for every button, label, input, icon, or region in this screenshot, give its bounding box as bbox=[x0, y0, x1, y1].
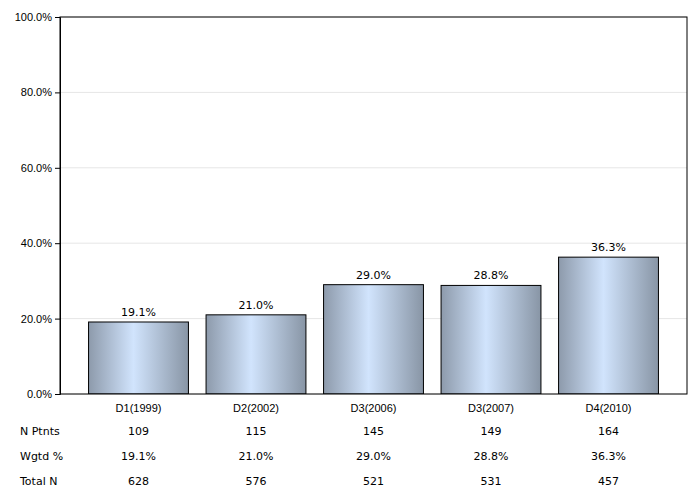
plot-frame bbox=[60, 17, 687, 394]
table-cell: 576 bbox=[245, 475, 266, 488]
grid-line bbox=[60, 92, 687, 93]
table-cell: 21.0% bbox=[239, 450, 274, 463]
row-label: Total N bbox=[19, 475, 57, 488]
tick-mark bbox=[55, 319, 60, 320]
tick: 20.0% bbox=[21, 313, 60, 325]
table-cell: 521 bbox=[363, 475, 384, 488]
chart: 0.0% 20.0% 40.0% 60.0% 80.0% 100.0% D1(1999) D2… bbox=[0, 0, 700, 500]
table-cell: 115 bbox=[245, 425, 266, 438]
data-label: 21.0% bbox=[239, 299, 274, 312]
bar bbox=[441, 285, 541, 394]
grid bbox=[60, 17, 687, 394]
data-label: 28.8% bbox=[474, 269, 509, 282]
table-cell: 628 bbox=[128, 475, 149, 488]
tick: 100.0% bbox=[15, 11, 60, 23]
table-cell: 28.8% bbox=[474, 450, 509, 463]
tick-label: 20.0% bbox=[21, 313, 52, 325]
tick-mark bbox=[55, 92, 60, 93]
row-label: Wgtd % bbox=[20, 450, 63, 463]
axis-line bbox=[55, 18, 61, 395]
tick-label: D4(2010) bbox=[586, 402, 632, 414]
row-label: N Ptnts bbox=[20, 425, 60, 438]
tick: 80.0% bbox=[21, 86, 60, 98]
tick: D3(2007) bbox=[468, 402, 514, 414]
tick-label: 100.0% bbox=[15, 11, 53, 23]
table-cell: 29.0% bbox=[356, 450, 391, 463]
tick-label: 40.0% bbox=[21, 237, 52, 249]
tick: 0.0% bbox=[27, 388, 60, 400]
table-cell: 36.3% bbox=[591, 450, 626, 463]
y-axis: 0.0% 20.0% 40.0% 60.0% 80.0% 100.0% bbox=[15, 11, 61, 400]
tick: 40.0% bbox=[21, 237, 60, 249]
tick: D4(2010) bbox=[586, 402, 632, 414]
tick-label: D1(1999) bbox=[116, 402, 162, 414]
tick-mark bbox=[55, 168, 60, 169]
tick-label: D3(2007) bbox=[468, 402, 514, 414]
tick: D1(1999) bbox=[116, 402, 162, 414]
table-cell: 19.1% bbox=[121, 450, 156, 463]
data-label: 19.1% bbox=[121, 306, 156, 319]
tick-label: 60.0% bbox=[21, 162, 52, 174]
tick-label: D2(2002) bbox=[233, 402, 279, 414]
table: N Ptnts 109 115 145 149 164 Wgtd % 19.1% 21.0% 29… bbox=[19, 425, 626, 488]
bar bbox=[559, 257, 659, 394]
bar bbox=[324, 285, 424, 394]
bar bbox=[206, 315, 306, 394]
tick-label: 0.0% bbox=[27, 388, 52, 400]
table-cell: 531 bbox=[481, 475, 502, 488]
tick-mark bbox=[55, 394, 60, 395]
tick: D3(2006) bbox=[351, 402, 397, 414]
data-labels: 19.1% 21.0% 29.0% 28.8% 36.3% bbox=[121, 241, 626, 319]
x-axis: D1(1999) D2(2002) D3(2006) D3(2007) D4(2010) bbox=[116, 402, 632, 414]
table-cell: 109 bbox=[128, 425, 149, 438]
tick-label: 80.0% bbox=[21, 86, 52, 98]
tick-mark bbox=[55, 17, 60, 18]
tick: 60.0% bbox=[21, 162, 60, 174]
bars bbox=[89, 257, 659, 394]
data-label: 36.3% bbox=[591, 241, 626, 254]
bar bbox=[89, 322, 189, 394]
data-label: 29.0% bbox=[356, 269, 391, 282]
tick: D2(2002) bbox=[233, 402, 279, 414]
table-cell: 149 bbox=[481, 425, 502, 438]
tick-label: D3(2006) bbox=[351, 402, 397, 414]
table-cell: 457 bbox=[598, 475, 619, 488]
grid-line bbox=[60, 167, 687, 168]
table-cell: 145 bbox=[363, 425, 384, 438]
tick-mark bbox=[55, 243, 60, 244]
table-cell: 164 bbox=[598, 425, 619, 438]
